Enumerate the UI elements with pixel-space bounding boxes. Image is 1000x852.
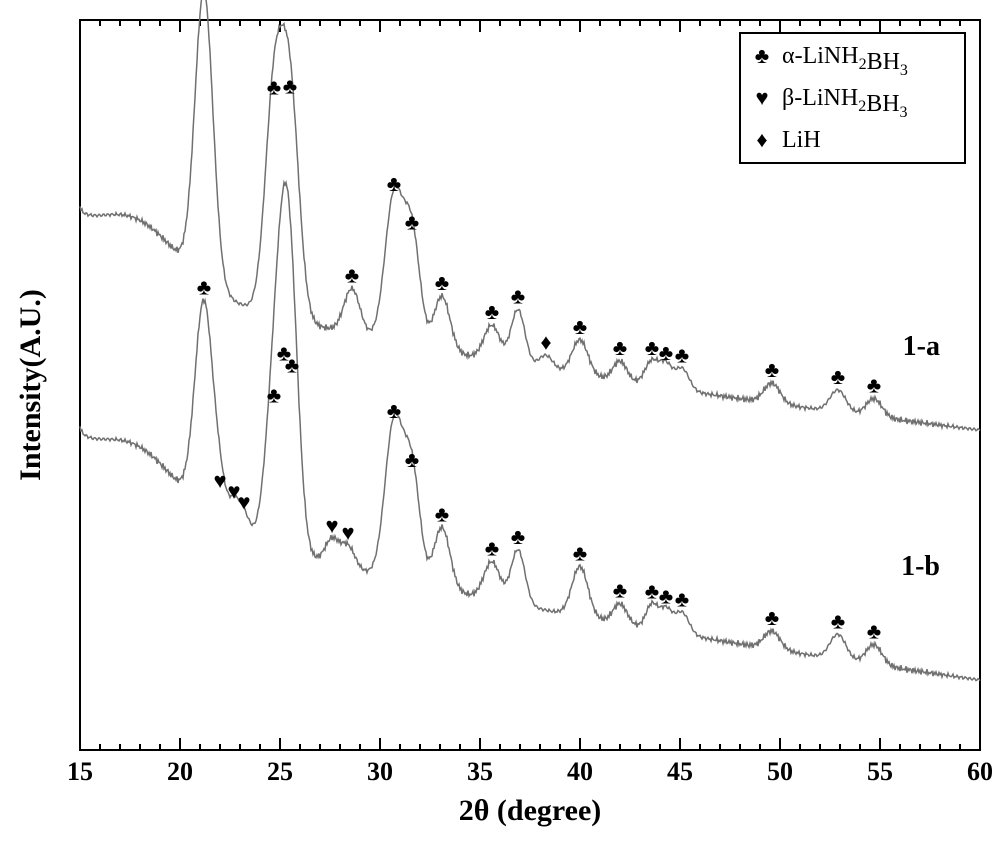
club-icon: ♣ xyxy=(387,171,401,196)
club-icon: ♣ xyxy=(831,364,845,389)
club-icon: ♣ xyxy=(405,447,419,472)
xrd-trace-1-b xyxy=(80,182,980,680)
chart-svg: 15 20 25 30 35 40 45 50 55 60 2θ (degree) Intensity… xyxy=(0,0,1000,847)
club-icon: ♣ xyxy=(867,619,881,644)
club-icon: ♣ xyxy=(435,501,449,526)
diamond-icon: ♦ xyxy=(756,127,767,152)
x-tick-label: 60 xyxy=(967,757,993,786)
club-icon: ♣ xyxy=(675,586,689,611)
club-icon: ♣ xyxy=(345,263,359,288)
x-tick-label: 55 xyxy=(867,757,893,786)
x-tick-label: 45 xyxy=(667,757,693,786)
x-axis-label: 2θ (degree) xyxy=(459,794,602,827)
club-icon: ♣ xyxy=(267,75,281,100)
y-axis-label: Intensity(A.U.) xyxy=(14,289,47,481)
club-icon: ♣ xyxy=(435,270,449,295)
club-icon: ♣ xyxy=(755,43,769,68)
club-icon: ♣ xyxy=(645,335,659,360)
club-icon: ♣ xyxy=(659,584,673,609)
series-label-1-a: 1-a xyxy=(903,331,940,362)
x-tick-label: 30 xyxy=(367,757,393,786)
club-icon: ♣ xyxy=(867,373,881,398)
club-icon: ♣ xyxy=(267,382,281,407)
club-icon: ♣ xyxy=(285,353,299,378)
club-icon: ♣ xyxy=(485,536,499,561)
heart-icon: ♥ xyxy=(213,468,226,493)
club-icon: ♣ xyxy=(613,578,627,603)
club-icon: ♣ xyxy=(197,275,211,300)
heart-icon: ♥ xyxy=(237,489,250,514)
club-icon: ♣ xyxy=(765,357,779,382)
x-tick-label: 50 xyxy=(767,757,793,786)
club-icon: ♣ xyxy=(573,314,587,339)
x-tick-label: 40 xyxy=(567,757,593,786)
legend-label: LiH xyxy=(782,127,821,153)
series-label-1-b: 1-b xyxy=(901,551,940,582)
heart-icon: ♥ xyxy=(325,513,338,538)
heart-icon: ♥ xyxy=(341,520,354,545)
club-icon: ♣ xyxy=(831,608,845,633)
club-icon: ♣ xyxy=(659,340,673,365)
club-icon: ♣ xyxy=(511,524,525,549)
club-icon: ♣ xyxy=(675,342,689,367)
x-tick-label: 25 xyxy=(267,757,293,786)
club-icon: ♣ xyxy=(511,284,525,309)
club-icon: ♣ xyxy=(405,210,419,235)
x-tick-label: 35 xyxy=(467,757,493,786)
heart-icon: ♥ xyxy=(755,85,768,110)
club-icon: ♣ xyxy=(765,605,779,630)
club-icon: ♣ xyxy=(613,335,627,360)
x-tick-label: 15 xyxy=(67,757,93,786)
club-icon: ♣ xyxy=(387,398,401,423)
diamond-icon: ♦ xyxy=(540,329,551,354)
club-icon: ♣ xyxy=(645,578,659,603)
xrd-chart: 15 20 25 30 35 40 45 50 55 60 2θ (degree) Intensity… xyxy=(0,0,1000,847)
club-icon: ♣ xyxy=(485,299,499,324)
club-icon: ♣ xyxy=(283,74,297,99)
club-icon: ♣ xyxy=(573,540,587,565)
x-tick-label: 20 xyxy=(167,757,193,786)
